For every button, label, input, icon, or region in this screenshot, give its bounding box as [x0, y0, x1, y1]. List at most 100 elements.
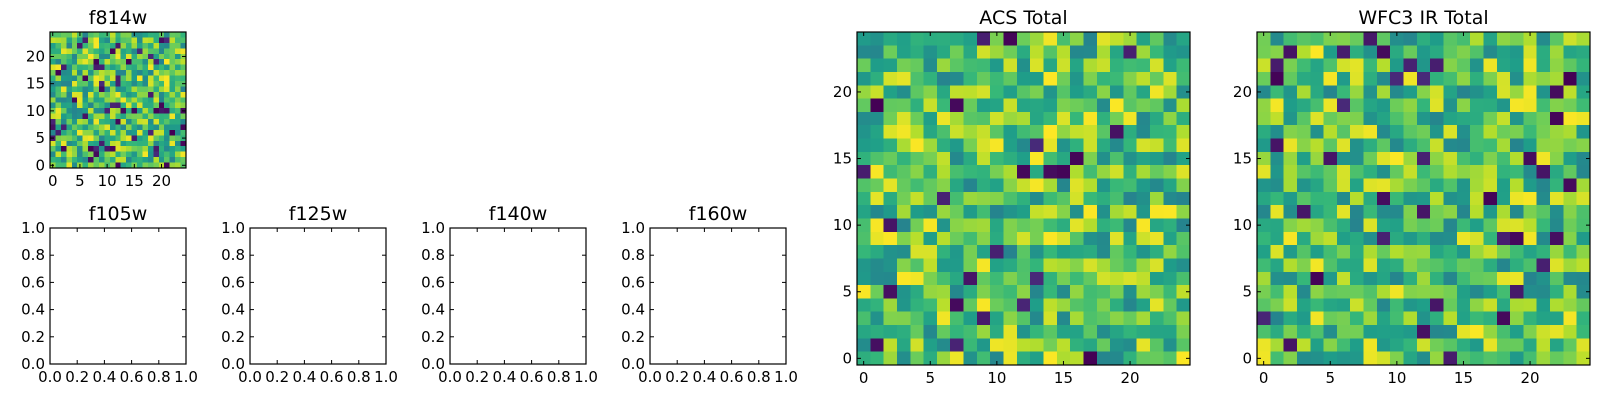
heatmap-cell	[158, 140, 165, 147]
heatmap-cell	[77, 70, 84, 77]
heatmap-cell	[1430, 71, 1445, 86]
heatmap-cell	[976, 85, 991, 100]
heatmap-cell	[175, 86, 182, 93]
heatmap-cell	[164, 70, 171, 77]
x-tick-label: 15	[1054, 369, 1073, 387]
heatmap-cell	[1496, 338, 1511, 353]
heatmap-cell	[857, 205, 871, 220]
heatmap-cell	[1576, 338, 1591, 353]
heatmap-cell	[1030, 165, 1045, 180]
heatmap-cell	[1576, 218, 1591, 233]
heatmap-cell	[1443, 45, 1458, 60]
heatmap-cell	[50, 113, 57, 120]
heatmap-cell	[1510, 45, 1524, 60]
heatmap-cell	[158, 80, 165, 87]
heatmap-cell	[1257, 338, 1271, 353]
heatmap-cell	[1257, 245, 1271, 260]
heatmap-cell	[1110, 311, 1124, 326]
heatmap-cell	[169, 108, 176, 115]
heatmap-cell	[1310, 205, 1325, 220]
heatmap-cell	[1176, 298, 1191, 313]
heatmap-cell	[1430, 325, 1445, 339]
heatmap-cell	[1310, 58, 1325, 73]
y-tick-label: 0.4	[21, 301, 45, 319]
heatmap-cell	[71, 97, 78, 104]
heatmap-cell	[1310, 218, 1325, 233]
heatmap-cell	[147, 97, 154, 104]
heatmap-cell	[77, 146, 84, 153]
heatmap-cell	[104, 48, 111, 55]
heatmap-cell	[1123, 58, 1138, 73]
heatmap-cell	[55, 75, 62, 82]
heatmap-cell	[115, 80, 122, 87]
heatmap-cell	[169, 86, 176, 93]
heatmap-cell	[164, 75, 171, 82]
heatmap-cell	[1083, 138, 1098, 153]
heatmap-cell	[976, 151, 991, 166]
heatmap-cell	[71, 53, 78, 60]
heatmap-cell	[963, 32, 978, 46]
heatmap-cell	[1416, 32, 1431, 46]
heatmap-cell	[104, 42, 111, 49]
heatmap-cell	[1403, 125, 1418, 140]
heatmap-cell	[169, 53, 176, 60]
heatmap-cell	[923, 178, 938, 193]
heatmap-cell	[1283, 165, 1298, 180]
heatmap-cell	[976, 165, 991, 180]
heatmap-cell	[1323, 45, 1338, 60]
heatmap-cell	[142, 108, 149, 115]
heatmap-cell	[1123, 125, 1138, 140]
heatmap-cell	[175, 119, 182, 126]
heatmap-cell	[1510, 351, 1524, 366]
heatmap-cell	[1403, 298, 1418, 313]
heatmap-cell	[1310, 138, 1325, 153]
heatmap-cell	[910, 98, 925, 113]
heatmap-cell	[936, 325, 951, 339]
heatmap-cell	[77, 124, 84, 131]
heatmap-cell	[109, 42, 116, 49]
heatmap-cell	[1576, 191, 1591, 206]
heatmap-cell	[1390, 245, 1405, 260]
heatmap-cell	[1470, 58, 1485, 73]
heatmap-cell	[923, 125, 938, 140]
heatmap-cell	[1496, 32, 1511, 46]
heatmap-cell	[1403, 338, 1418, 353]
heatmap-cell	[1376, 205, 1391, 220]
heatmap-cell	[950, 45, 965, 60]
heatmap-cell	[936, 298, 951, 313]
heatmap-cell	[1363, 138, 1378, 153]
heatmap-cell	[104, 129, 111, 136]
heatmap-cell	[1390, 32, 1405, 46]
heatmap-cell	[1163, 32, 1178, 46]
heatmap-cell	[1070, 125, 1085, 140]
heatmap-cell	[50, 70, 57, 77]
heatmap-cell	[126, 59, 133, 66]
heatmap-cell	[1563, 231, 1578, 246]
heatmap-cell	[1563, 245, 1578, 260]
heatmap-cell	[1443, 271, 1458, 286]
heatmap-cell	[1336, 311, 1351, 326]
heatmap-cell	[1496, 85, 1511, 100]
heatmap-cell	[104, 59, 111, 66]
heatmap-cell	[180, 157, 187, 164]
heatmap-cell	[1136, 351, 1151, 366]
heatmap-cell	[66, 70, 73, 77]
heatmap-cell	[115, 129, 122, 136]
heatmap-cell	[131, 151, 138, 158]
heatmap-cell	[1163, 245, 1178, 260]
heatmap-cell	[990, 311, 1005, 326]
heatmap-cell	[963, 285, 978, 299]
heatmap-cell	[1430, 285, 1445, 299]
heatmap-cell	[1483, 98, 1498, 113]
heatmap-cell	[1056, 218, 1071, 233]
heatmap-cell	[98, 108, 105, 115]
heatmap-cell	[1070, 351, 1085, 366]
heatmap-cell	[1430, 351, 1445, 366]
heatmap-cell	[1176, 111, 1191, 126]
heatmap-cell	[104, 53, 111, 60]
heatmap-cell	[1363, 258, 1378, 273]
heatmap-cell	[857, 231, 871, 246]
heatmap-cell	[1403, 245, 1418, 260]
heatmap-cell	[1110, 231, 1124, 246]
heatmap-cell	[137, 91, 144, 98]
